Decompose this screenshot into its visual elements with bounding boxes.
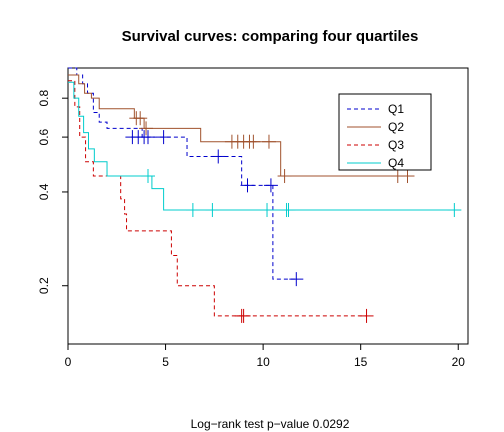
x-tick-label: 15 xyxy=(354,355,368,369)
x-tick-label: 5 xyxy=(162,355,169,369)
logrank-pvalue-label: Log−rank test p−value 0.0292 xyxy=(191,417,350,431)
series-line-q2 xyxy=(68,74,410,177)
legend-label-q4: Q4 xyxy=(388,156,404,170)
chart-title: Survival curves: comparing four quartile… xyxy=(122,28,419,45)
y-tick-label: 0.6 xyxy=(37,128,51,145)
y-tick-label: 0.8 xyxy=(37,90,51,107)
series-layer xyxy=(68,67,462,323)
legend: Q1 Q2 Q3 Q4 xyxy=(338,93,432,171)
legend-label-q3: Q3 xyxy=(388,138,404,152)
y-tick-label: 0.2 xyxy=(37,277,51,294)
series-line-q3 xyxy=(68,80,367,317)
legend-box xyxy=(338,93,432,171)
y-tick-label: 0.4 xyxy=(37,183,51,200)
series-line-q4 xyxy=(68,81,459,211)
x-tick-label: 0 xyxy=(65,355,72,369)
plot-frame xyxy=(67,67,469,345)
x-tick-label: 20 xyxy=(452,355,466,369)
legend-label-q2: Q2 xyxy=(388,120,404,134)
x-tick-label: 10 xyxy=(256,355,270,369)
axes: 0 5 10 15 20 0.2 0.4 0.6 0.8 xyxy=(37,90,465,369)
series-line-q1 xyxy=(68,67,297,280)
legend-label-q1: Q1 xyxy=(388,102,404,116)
